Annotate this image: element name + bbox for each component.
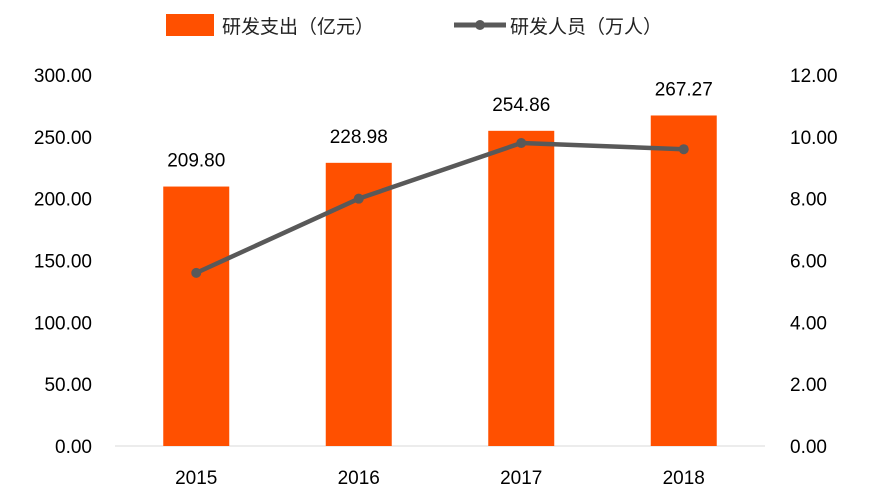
line-marker bbox=[678, 144, 689, 155]
x-tick-label: 2018 bbox=[663, 468, 705, 489]
y-right-tick-label: 12.00 bbox=[790, 66, 838, 87]
bar-data-label: 254.86 bbox=[492, 95, 550, 116]
line-marker bbox=[191, 267, 202, 278]
y-left-tick-label: 250.00 bbox=[34, 128, 92, 149]
y-left-tick-label: 50.00 bbox=[44, 375, 92, 396]
y-right-tick-label: 8.00 bbox=[790, 190, 827, 211]
y-right-tick-label: 4.00 bbox=[790, 313, 827, 334]
bar bbox=[650, 115, 717, 446]
y-right-tick-label: 0.00 bbox=[790, 437, 827, 458]
bar bbox=[488, 130, 555, 447]
bar-data-label: 267.27 bbox=[655, 79, 713, 100]
bar-data-label: 228.98 bbox=[330, 127, 388, 148]
bar-data-label: 209.80 bbox=[167, 151, 225, 172]
y-left-tick-label: 100.00 bbox=[34, 313, 92, 334]
y-right-tick-label: 10.00 bbox=[790, 128, 838, 149]
x-tick-label: 2016 bbox=[338, 468, 380, 489]
y-left-tick-label: 0.00 bbox=[55, 437, 92, 458]
legend-swatch-bar bbox=[166, 14, 214, 36]
y-left-tick-label: 200.00 bbox=[34, 190, 92, 211]
bar-data-labels: 209.80 228.98 254.86 267.27 bbox=[167, 79, 713, 171]
x-axis: 2015 2016 2017 2018 bbox=[175, 468, 705, 489]
bar-series bbox=[163, 115, 717, 447]
line-path bbox=[195, 140, 684, 275]
legend-label-bar: 研发支出（亿元） bbox=[222, 16, 374, 38]
x-tick-label: 2017 bbox=[500, 468, 542, 489]
y-axis-right: 0.00 2.00 4.00 6.00 8.00 10.00 12.00 bbox=[790, 66, 838, 458]
bar bbox=[325, 162, 392, 446]
y-right-tick-label: 2.00 bbox=[790, 375, 827, 396]
line-marker bbox=[353, 193, 364, 204]
y-axis-left: 0.00 50.00 100.00 150.00 200.00 250.00 300.00 bbox=[34, 66, 92, 458]
line-marker bbox=[516, 138, 527, 149]
x-tick-label: 2015 bbox=[175, 468, 217, 489]
y-right-tick-label: 6.00 bbox=[790, 252, 827, 273]
y-left-tick-label: 150.00 bbox=[34, 252, 92, 273]
legend-swatch-marker bbox=[475, 20, 485, 30]
bar bbox=[163, 186, 230, 446]
line-series bbox=[191, 138, 689, 278]
legend-label-line: 研发人员（万人） bbox=[510, 16, 662, 38]
y-left-tick-label: 300.00 bbox=[34, 66, 92, 87]
legend: 研发支出（亿元） 研发人员（万人） bbox=[166, 14, 662, 38]
